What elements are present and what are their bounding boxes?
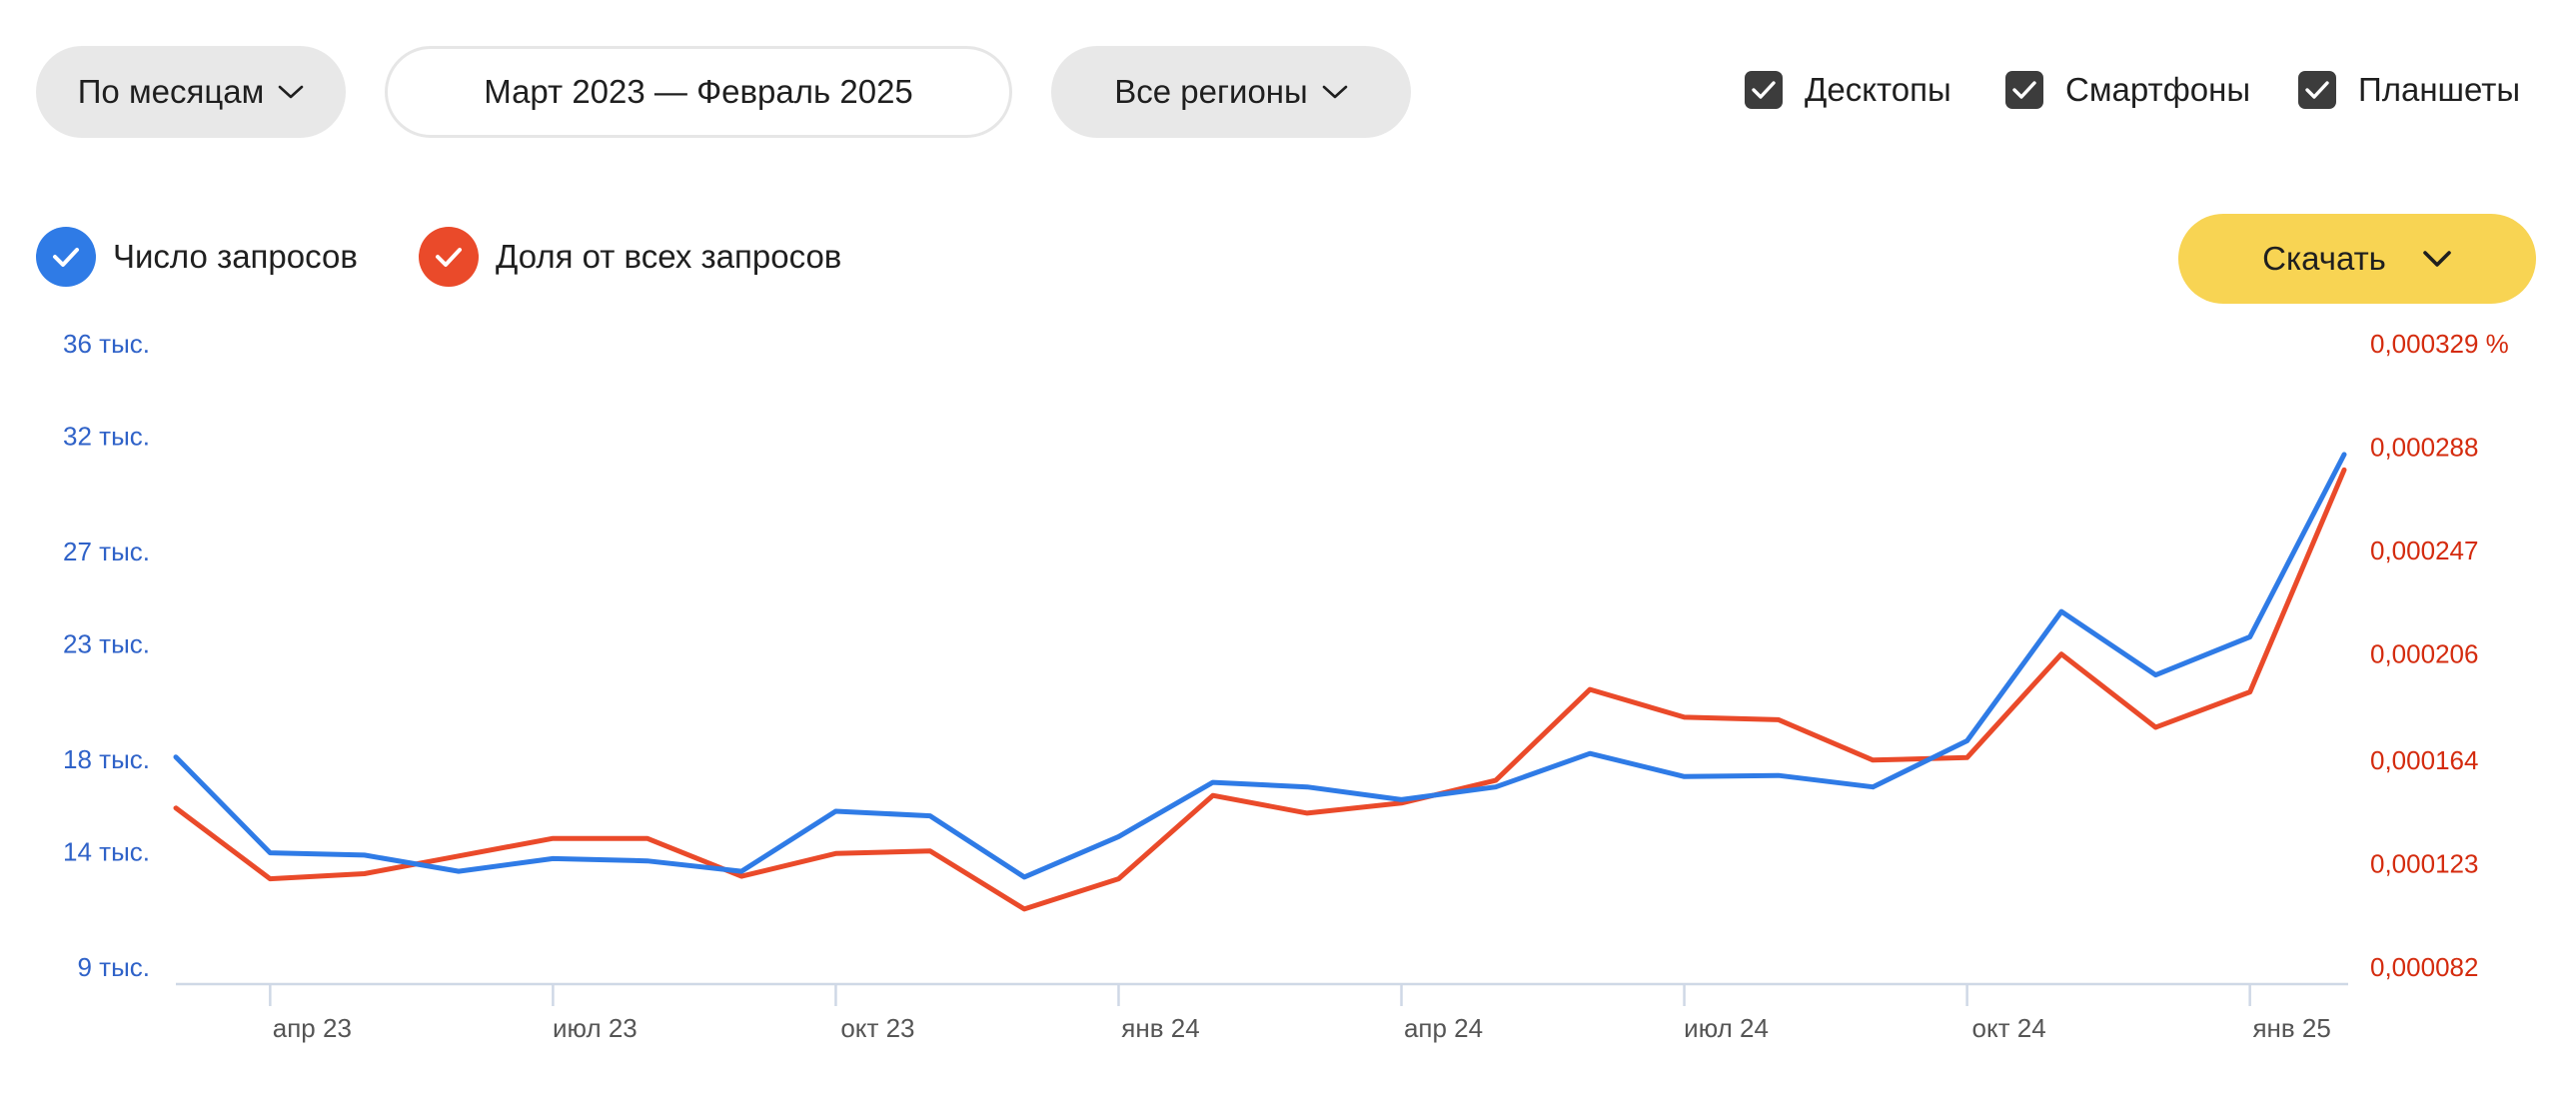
device-checkbox-smartphone[interactable]: Смартфоны [2005, 71, 2250, 109]
x-tick-label: окт 23 [840, 1013, 914, 1043]
check-circle-icon [419, 227, 479, 287]
checkbox-checked-icon [2298, 71, 2336, 109]
x-tick-label: окт 24 [1972, 1013, 2046, 1043]
y-left-tick-label: 27 тыс. [63, 537, 150, 566]
device-label-tablet: Планшеты [2358, 71, 2521, 108]
chevron-down-icon [2422, 250, 2452, 268]
chevron-down-icon [278, 84, 304, 100]
y-left-tick-label: 32 тыс. [63, 421, 150, 451]
legend-toggle-share[interactable]: Доля от всех запросов [419, 227, 841, 287]
y-left-tick-label: 18 тыс. [63, 744, 150, 774]
y-right-tick-label: 0,000247 [2370, 536, 2478, 565]
date-range-label: Март 2023 — Февраль 2025 [484, 73, 913, 110]
y-right-tick-label: 0,000082 [2370, 952, 2478, 982]
x-axis: апр 23 июл 23 окт 23 янв 24 апр 24 июл 24 окт … [269, 984, 2331, 1043]
y-right-tick-label: 0,000206 [2370, 639, 2478, 669]
y-left-tick-label: 23 тыс. [63, 628, 150, 658]
device-checkbox-tablet[interactable]: Планшеты [2298, 71, 2520, 109]
device-label-desktop: Десктопы [1805, 71, 1951, 108]
x-tick-label: янв 24 [1121, 1013, 1199, 1043]
legend-label-count: Число запросов [113, 238, 358, 275]
series-lines [173, 452, 2347, 912]
right-y-axis: 0,000329 % 0,000288 0,000247 0,000206 0,0001… [2370, 329, 2509, 982]
region-select-label: Все регионы [1114, 73, 1308, 110]
series-line-count [173, 452, 2347, 880]
period-select[interactable]: По месяцам [36, 46, 346, 138]
x-tick-label: июл 24 [1684, 1013, 1769, 1043]
period-select-label: По месяцам [77, 73, 265, 110]
x-tick-label: янв 25 [2252, 1013, 2330, 1043]
y-right-tick-label: 0,000288 [2370, 433, 2478, 463]
chevron-down-icon [1322, 84, 1348, 100]
y-left-tick-label: 14 тыс. [63, 836, 150, 866]
checkbox-checked-icon [2005, 71, 2043, 109]
y-left-tick-label: 9 тыс. [77, 952, 150, 982]
series-line-share [173, 467, 2347, 912]
legend-toggle-count[interactable]: Число запросов [36, 227, 358, 287]
download-button-label: Скачать [2262, 240, 2386, 277]
check-circle-icon [36, 227, 96, 287]
download-button[interactable]: Скачать [2178, 214, 2536, 304]
x-tick-label: апр 24 [1404, 1013, 1483, 1043]
y-left-tick-label: 36 тыс. [63, 329, 150, 359]
y-right-tick-label: 0,000123 [2370, 848, 2478, 878]
date-range-select[interactable]: Март 2023 — Февраль 2025 [385, 46, 1012, 138]
device-label-smartphone: Смартфоны [2065, 71, 2251, 108]
checkbox-checked-icon [1745, 71, 1783, 109]
y-right-tick-label: 0,000329 % [2370, 329, 2509, 359]
device-checkbox-desktop[interactable]: Десктопы [1745, 71, 1951, 109]
region-select[interactable]: Все регионы [1051, 46, 1411, 138]
left-y-axis: 36 тыс. 32 тыс. 27 тыс. 23 тыс. 18 тыс. 14 ты… [63, 329, 150, 982]
x-tick-label: апр 23 [273, 1013, 352, 1043]
x-tick-label: июл 23 [553, 1013, 638, 1043]
legend-label-share: Доля от всех запросов [496, 238, 842, 275]
y-right-tick-label: 0,000164 [2370, 745, 2478, 775]
